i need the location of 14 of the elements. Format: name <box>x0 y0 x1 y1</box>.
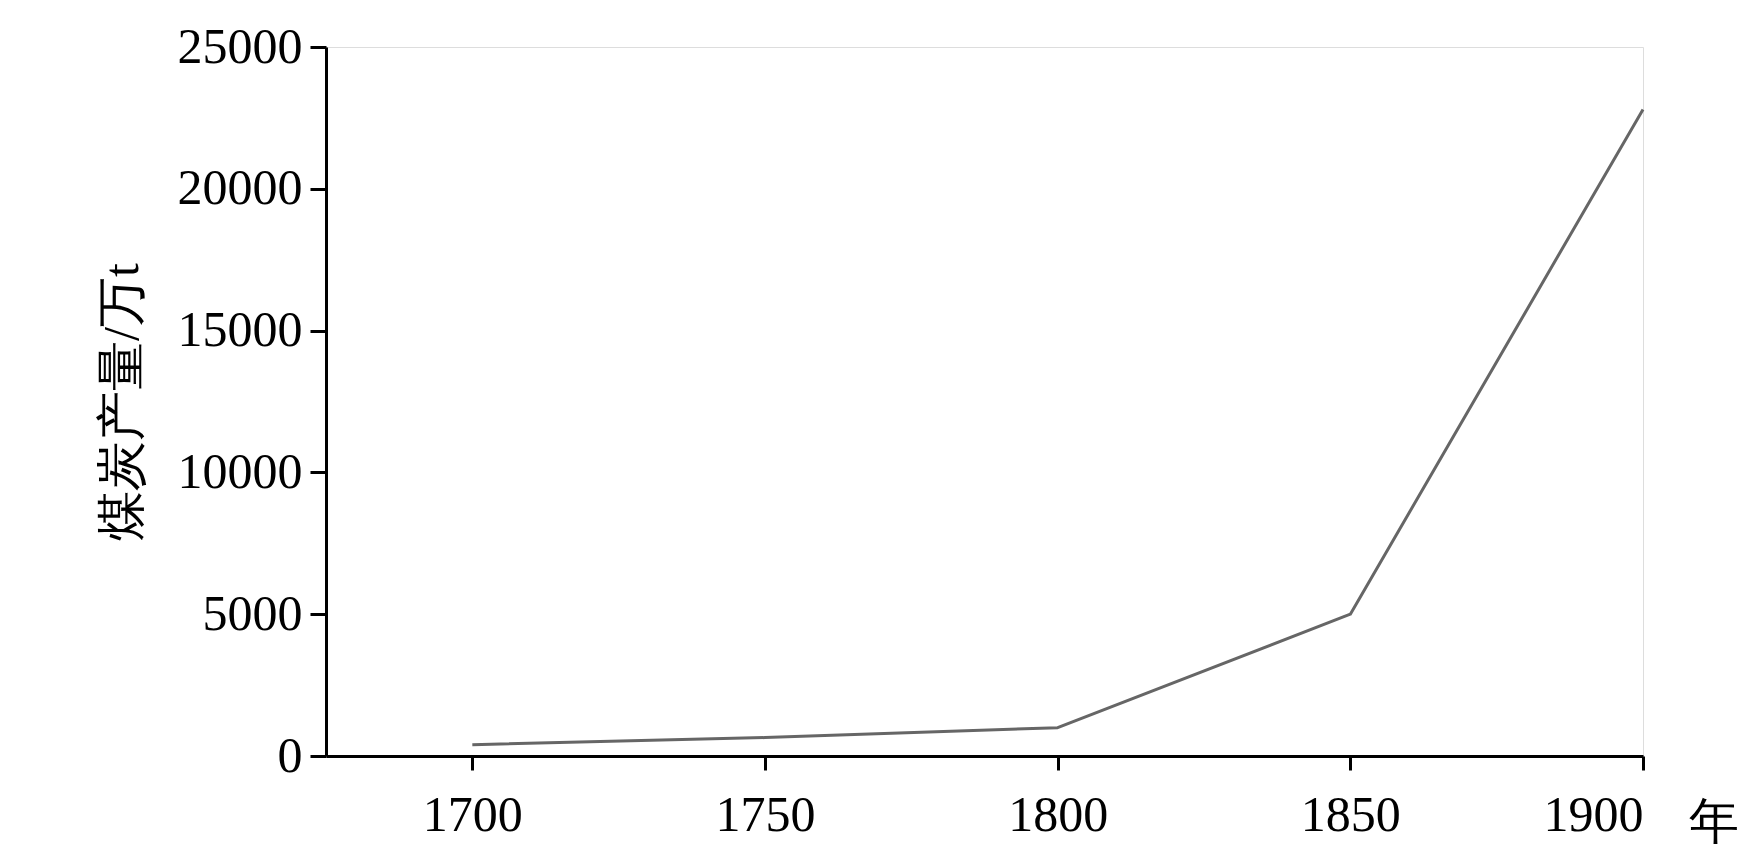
x-tick-label: 1850 <box>1300 785 1401 842</box>
x-tick-label: 1800 <box>1008 785 1109 842</box>
line-series <box>470 107 1645 747</box>
y-tick-label: 15000 <box>177 301 303 358</box>
x-tick-label: 1900 <box>1543 785 1644 842</box>
y-tick-label: 10000 <box>177 442 303 499</box>
x-tick-label: 1750 <box>715 785 816 842</box>
x-tick-label: 1700 <box>422 785 523 842</box>
y-tick-label: 20000 <box>177 159 303 216</box>
y-axis-title: 煤炭产量/万t <box>92 263 149 541</box>
x-axis-title: 年 <box>1688 792 1739 849</box>
y-tick-label: 5000 <box>202 584 303 641</box>
y-tick-label: 0 <box>277 726 303 783</box>
y-tick-label: 25000 <box>177 17 303 74</box>
